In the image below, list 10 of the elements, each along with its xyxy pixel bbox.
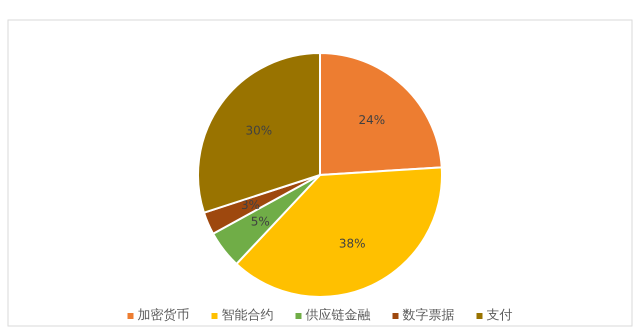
data-label: 5% — [250, 214, 270, 228]
legend-label: 智能合约 — [222, 308, 274, 323]
legend-label: 数字票据 — [402, 307, 454, 323]
data-label: 24% — [358, 112, 386, 127]
legend-label: 支付 — [486, 308, 512, 323]
legend-label: 供应链金融 — [306, 307, 370, 323]
data-label: 30% — [245, 124, 272, 138]
legend-label: 加密货币 — [138, 308, 190, 323]
data-label: 38% — [338, 236, 366, 250]
data-label: 3% — [241, 198, 260, 212]
